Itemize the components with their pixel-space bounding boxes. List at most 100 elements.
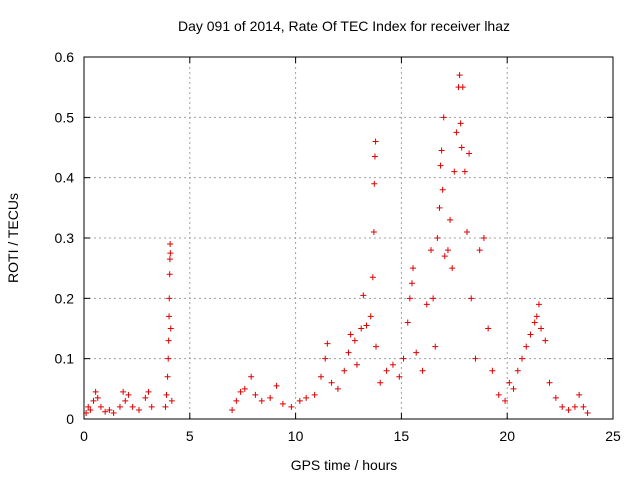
data-point <box>166 271 173 278</box>
data-point <box>419 367 426 374</box>
data-point <box>527 331 534 338</box>
data-point <box>423 301 430 308</box>
data-point <box>168 397 175 404</box>
data-point <box>485 325 492 332</box>
x-tick-label: 25 <box>605 428 621 444</box>
data-point <box>480 235 487 241</box>
data-point <box>440 114 447 121</box>
data-point <box>519 355 526 362</box>
data-point <box>459 84 466 91</box>
data-point <box>288 403 295 410</box>
data-point <box>546 379 553 386</box>
data-point <box>248 373 255 380</box>
data-point <box>389 361 396 368</box>
data-point <box>322 355 329 362</box>
chart-title: Day 091 of 2014, Rate Of TEC Index for r… <box>178 18 510 34</box>
data-point <box>166 295 173 302</box>
data-point <box>167 325 174 332</box>
data-point <box>571 403 578 410</box>
data-point <box>324 340 331 347</box>
data-point <box>85 403 92 410</box>
data-point <box>453 129 460 136</box>
data-point <box>542 337 549 344</box>
data-point <box>90 397 97 404</box>
data-point <box>371 153 378 160</box>
data-point <box>408 280 415 287</box>
data-point <box>97 403 104 410</box>
data-point <box>404 319 411 326</box>
data-point <box>110 409 117 416</box>
data-point <box>162 403 169 410</box>
data-point <box>296 397 303 404</box>
data-point <box>267 394 274 401</box>
data-point <box>166 256 173 263</box>
data-point <box>94 394 101 401</box>
data-point <box>410 265 417 272</box>
data-points <box>83 72 591 416</box>
data-point <box>360 292 367 299</box>
data-point <box>166 313 173 320</box>
data-point <box>432 343 439 350</box>
data-point <box>495 391 502 398</box>
data-point <box>129 403 136 410</box>
data-point <box>83 409 90 416</box>
data-point <box>436 204 443 211</box>
plot-frame <box>83 56 614 420</box>
data-point <box>438 147 445 154</box>
data-point <box>468 295 475 302</box>
data-point <box>370 228 377 235</box>
x-tick-label: 15 <box>394 428 410 444</box>
data-point <box>430 295 437 302</box>
data-point <box>444 247 451 254</box>
data-point <box>273 382 280 389</box>
data-point <box>311 391 318 398</box>
data-point <box>303 394 310 401</box>
data-point <box>428 247 435 254</box>
data-point <box>439 186 446 193</box>
data-point <box>148 403 155 410</box>
y-tick-label: 0.5 <box>55 109 75 125</box>
data-point <box>125 391 132 398</box>
data-point <box>449 265 456 272</box>
data-point <box>406 295 413 302</box>
data-point <box>258 397 265 404</box>
data-point <box>458 144 465 151</box>
data-point <box>233 397 240 404</box>
data-point <box>502 397 509 404</box>
data-point <box>241 385 248 392</box>
data-point <box>447 216 454 223</box>
data-point <box>345 349 352 356</box>
data-point <box>472 355 479 362</box>
y-axis-label: ROTI / TECUs <box>5 193 21 283</box>
data-point <box>229 406 236 413</box>
data-point <box>396 373 403 380</box>
data-point <box>167 250 174 257</box>
data-point <box>165 337 172 344</box>
data-point <box>367 313 374 320</box>
data-point <box>461 168 468 175</box>
data-point <box>476 247 483 254</box>
data-point <box>565 406 572 413</box>
data-point <box>252 391 259 398</box>
data-point <box>535 301 542 308</box>
data-point <box>163 391 170 398</box>
x-tick-label: 5 <box>186 428 194 444</box>
data-point <box>92 388 99 395</box>
data-point <box>120 388 127 395</box>
x-axis-label: GPS time / hours <box>291 457 398 473</box>
data-point <box>136 406 143 413</box>
y-tick-label: 0.3 <box>55 230 75 246</box>
data-point <box>373 343 380 350</box>
data-point <box>165 355 172 362</box>
data-point <box>167 241 174 248</box>
data-point <box>580 403 587 410</box>
data-point <box>538 325 545 332</box>
data-point <box>87 406 94 413</box>
data-point <box>510 385 517 392</box>
data-point <box>334 385 341 392</box>
data-point <box>523 343 530 350</box>
data-point <box>489 367 496 374</box>
y-tick-label: 0.2 <box>55 290 75 306</box>
data-point <box>371 180 378 187</box>
